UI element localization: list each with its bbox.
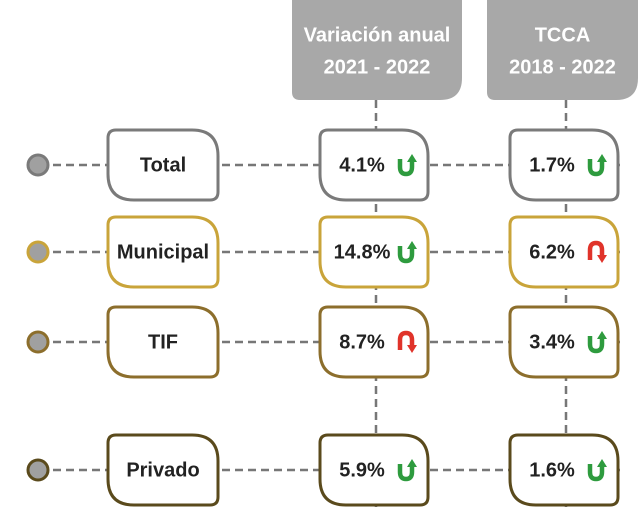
row-label-box <box>106 128 220 202</box>
value-box <box>318 128 430 202</box>
trend-up-head <box>597 331 607 339</box>
trend-down-icon <box>397 330 415 350</box>
row-label: TIF <box>148 331 178 353</box>
row-label-box <box>106 433 220 507</box>
value-box <box>508 128 620 202</box>
trend-up-icon <box>397 464 415 482</box>
row-label-box <box>106 305 220 379</box>
row-label: Municipal <box>117 241 209 263</box>
trend-up-head <box>407 459 417 467</box>
header-text: 2018 - 2022 <box>509 56 616 78</box>
trend-up-icon <box>587 159 605 177</box>
header-text: 2021 - 2022 <box>324 56 431 78</box>
row-label: Total <box>140 154 186 176</box>
value-text: 1.7% <box>529 154 575 176</box>
value-text: 6.2% <box>529 241 575 263</box>
row-label: Privado <box>126 459 199 481</box>
row-label-box <box>106 215 220 289</box>
value-text: 8.7% <box>339 331 385 353</box>
value-text: 1.6% <box>529 459 575 481</box>
value-text: 4.1% <box>339 154 385 176</box>
value-box <box>318 305 430 379</box>
trend-down-icon <box>587 240 605 260</box>
row-dot <box>26 458 50 482</box>
trend-up-head <box>407 154 417 162</box>
value-box <box>508 305 620 379</box>
trend-up-head <box>407 241 417 249</box>
header-text: Variación anual <box>304 24 451 46</box>
value-text: 3.4% <box>529 331 575 353</box>
trend-up-icon <box>397 159 415 177</box>
trend-up-icon <box>587 336 605 354</box>
row-dot <box>26 240 50 264</box>
header-tab <box>487 0 638 100</box>
value-box <box>318 215 430 289</box>
value-box <box>508 433 620 507</box>
row-dot <box>26 330 50 354</box>
value-text: 5.9% <box>339 459 385 481</box>
header-text: TCCA <box>535 24 591 46</box>
trend-up-head <box>597 154 607 162</box>
value-text: 14.8% <box>334 241 391 263</box>
trend-down-head <box>597 255 607 263</box>
trend-up-icon <box>587 464 605 482</box>
header-tab <box>292 0 462 100</box>
trend-down-head <box>407 345 417 353</box>
foreground-layer: Variación anual 2021 - 2022 TCCA 2018 - 202… <box>26 24 620 507</box>
value-box <box>318 433 430 507</box>
trend-up-icon <box>397 246 415 264</box>
trend-up-head <box>597 459 607 467</box>
value-box <box>508 215 620 289</box>
row-dot <box>26 153 50 177</box>
